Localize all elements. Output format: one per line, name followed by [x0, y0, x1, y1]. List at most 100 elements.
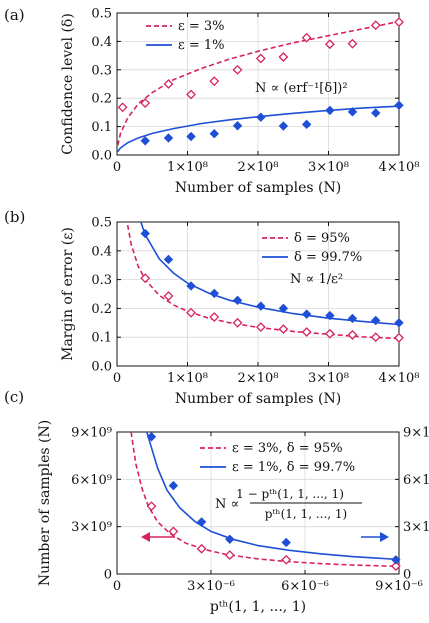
data-point	[370, 332, 381, 343]
data-point	[347, 313, 358, 324]
x-tick-label: 0	[113, 160, 121, 175]
x-tick-label: 0	[113, 579, 121, 594]
y-tick-label: 0.5	[91, 7, 112, 22]
y-tick-label: 0.0	[91, 360, 112, 375]
data-point	[140, 273, 151, 284]
series-fit-line	[130, 432, 396, 568]
data-point	[232, 317, 243, 328]
panel-label: (b)	[4, 208, 25, 226]
x-tick-label: 3×10⁸	[308, 160, 349, 175]
data-point	[347, 38, 358, 49]
y-tick-label: 3×10⁹	[71, 520, 112, 535]
x-tick-label: 6×10⁻⁶	[281, 579, 329, 594]
panel-1: 0 1×10⁸ 2×10⁸ 3×10⁸ 4×10⁸ 0.0 0.1 0.2 0.3 0.4 0.5 N…	[4, 6, 419, 196]
series-fit-line	[126, 222, 399, 340]
data-point	[163, 254, 174, 265]
y-axis-label: Number of samples (N)	[37, 420, 53, 586]
data-point	[209, 76, 220, 87]
data-point	[347, 329, 358, 340]
data-point	[163, 291, 174, 301]
data-point	[209, 312, 220, 322]
data-point	[232, 121, 243, 131]
data-point	[278, 324, 289, 335]
data-point	[394, 318, 404, 328]
data-point	[278, 303, 289, 314]
data-point	[278, 52, 289, 62]
panel-label: (a)	[4, 6, 25, 24]
y-tick-label: 0.2	[91, 92, 112, 107]
x-tick-label: 9×10⁻⁶	[375, 579, 423, 594]
right-axis-arrowhead-icon	[380, 532, 389, 542]
data-point	[163, 79, 174, 89]
data-point	[232, 295, 243, 306]
data-point	[224, 550, 235, 560]
data-point	[390, 561, 401, 572]
y-tick-label: 0.0	[91, 149, 112, 164]
x-tick-label: 4×10⁸	[379, 160, 420, 175]
data-point	[140, 136, 150, 146]
y-tick-label: 0.1	[91, 331, 112, 346]
y-tick-label: 0.3	[91, 63, 112, 78]
data-point	[371, 315, 381, 326]
data-point	[186, 307, 196, 318]
legend-label: ε = 1%	[178, 38, 225, 53]
data-point	[370, 20, 381, 31]
data-point	[281, 537, 291, 548]
y-tick-label: 9×10⁹	[71, 426, 112, 441]
x-tick-label: 1×10⁸	[167, 160, 208, 175]
data-point	[391, 555, 401, 565]
y-axis-label: Confidence level (δ)	[60, 13, 76, 155]
data-point	[256, 112, 266, 122]
y-tick-label: 0.4	[91, 35, 112, 50]
data-point	[281, 554, 292, 565]
data-point	[255, 53, 266, 64]
y-tick-label: 0.4	[91, 244, 112, 259]
y-tick-label-right: 6×10¹⁰	[403, 473, 429, 488]
panel-2: 0 1×10⁸ 2×10⁸ 3×10⁸ 4×10⁸ 0.0 0.1 0.2 0.3 0.4 0.5 N…	[4, 208, 419, 407]
series-fit-line	[117, 20, 399, 146]
data-point	[394, 332, 404, 343]
formula-annotation: N ∝ 1/ε²	[290, 272, 343, 287]
formula-annotation: N ∝ (erf⁻¹[δ])²	[255, 81, 348, 96]
x-axis-label: Number of samples (N)	[175, 391, 341, 407]
data-point	[324, 39, 335, 50]
data-point	[325, 105, 335, 116]
data-point	[394, 17, 404, 28]
data-point	[347, 107, 358, 117]
data-point	[186, 89, 196, 100]
legend-label: ε = 1%, δ = 99.7%	[232, 460, 355, 475]
x-tick-label: 3×10⁸	[308, 371, 349, 386]
y-axis-label: Margin of error (ε)	[60, 227, 76, 361]
y-tick-label: 0.2	[91, 302, 112, 317]
x-tick-label: 2×10⁸	[238, 371, 279, 386]
data-point	[163, 133, 174, 143]
panel-label: (c)	[4, 388, 24, 406]
data-point	[186, 131, 196, 142]
panel-3: 03×10⁻⁶6×10⁻⁶9×10⁻⁶03×10⁹6×10⁹9×10⁹03×10…	[4, 388, 429, 615]
x-tick-label: 1×10⁸	[167, 371, 208, 386]
data-point	[301, 327, 312, 337]
y-tick-label: 0.5	[91, 216, 112, 231]
data-point	[196, 517, 207, 527]
formula-annotation-lhs: N ∝	[215, 497, 239, 512]
series-fit-line	[146, 432, 396, 561]
x-axis-label: pᵗʰ(1, 1, ..., 1)	[210, 599, 306, 615]
data-point	[140, 98, 151, 108]
x-tick-label: 3×10⁻⁶	[187, 579, 235, 594]
x-tick-label: 0	[113, 371, 121, 386]
plot-frame	[116, 431, 400, 575]
y-tick-label: 0.3	[91, 273, 112, 288]
data-point	[256, 301, 266, 311]
y-tick-label: 0.1	[91, 120, 112, 135]
data-point	[225, 534, 235, 544]
y-tick-label-right: 9×10¹⁰	[403, 426, 429, 441]
y-tick-label-right: 0	[403, 568, 411, 583]
legend-label: δ = 99.7%	[294, 250, 362, 265]
legend-label: ε = 3%	[178, 19, 225, 34]
left-axis-arrowhead-icon	[141, 532, 150, 542]
data-point	[301, 119, 312, 130]
data-point	[325, 310, 335, 321]
legend-label: ε = 3%, δ = 95%	[232, 441, 343, 456]
data-point	[168, 526, 179, 537]
